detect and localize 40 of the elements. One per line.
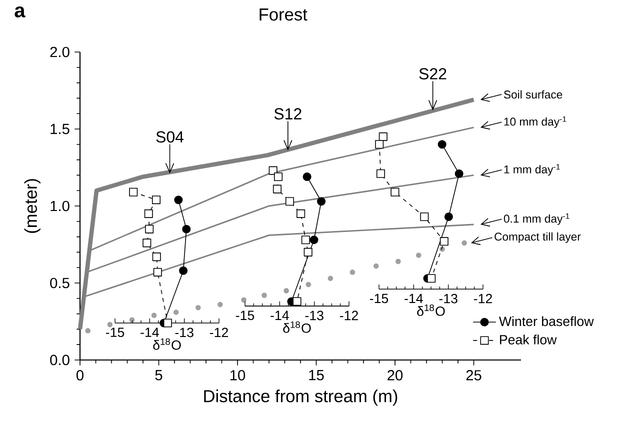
text: Soil surface: [504, 90, 562, 99]
x-tick-label: -13: [305, 310, 324, 320]
annotation: S12: [274, 108, 302, 120]
text: 1 mm day$^{-1}$: [504, 164, 560, 176]
x-axis-title: δ$^{18}$O: [417, 304, 445, 316]
y-tick-label: 0.5: [50, 278, 70, 288]
x-tick-label: 25: [466, 370, 482, 380]
x-tick-label: -14: [270, 310, 289, 320]
text: 10 mm day$^{-1}$: [504, 116, 566, 128]
x-tick-label: -12: [210, 328, 228, 338]
x-tick-label: -15: [370, 294, 388, 304]
x-tick-label: 0: [76, 370, 84, 380]
x-tick-label: 15: [309, 370, 324, 380]
x-axis-title: δ$^{18}$O: [283, 321, 311, 333]
x-tick-label: -13: [439, 294, 458, 304]
legend-label: Winter baseflow: [498, 316, 594, 326]
x-tick-label: -12: [340, 310, 358, 320]
x-tick-label: 10: [230, 370, 246, 380]
text: a: [14, 6, 26, 18]
y-tick-label: 0.0: [50, 354, 70, 366]
legend-label: Peak flow: [500, 334, 557, 344]
x-tick-label: -14: [140, 328, 159, 337]
x-tick-label: -12: [474, 294, 492, 304]
text: Compact till layer: [494, 232, 581, 243]
x-tick-label: 20: [388, 370, 403, 380]
x-tick-label: -14: [404, 294, 423, 304]
x-tick-label: -15: [236, 310, 254, 320]
text: 0.1 mm day$^{-1}$: [504, 213, 570, 225]
x-tick-label: 5: [155, 370, 162, 380]
y-tick-label: 2.0: [50, 46, 70, 58]
x-axis-title: δ$^{18}$O: [153, 338, 181, 350]
chart-title: Forest: [260, 8, 308, 21]
y-tick-label: 1.0: [50, 200, 70, 212]
annotation: S22: [419, 68, 446, 80]
x-tick-label: -15: [106, 328, 124, 338]
y-axis-title: (meter): [24, 179, 40, 233]
x-axis-title: Distance from stream (m): [204, 390, 398, 406]
annotation: S04: [156, 131, 184, 143]
x-tick-label: -13: [175, 328, 194, 338]
y-tick-label: 1.5: [50, 124, 70, 134]
